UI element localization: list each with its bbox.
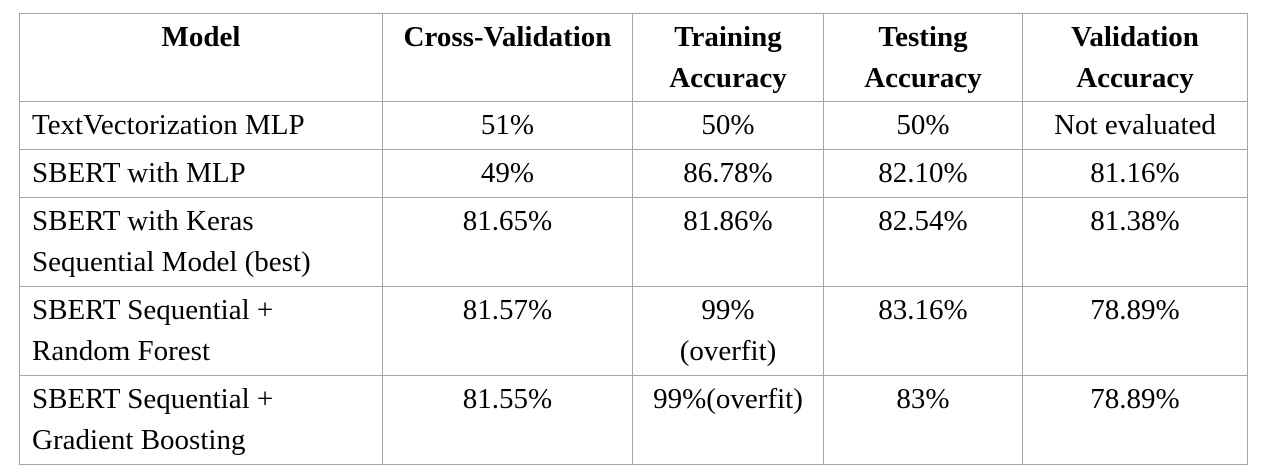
cell-training-accuracy: 99%(overfit) bbox=[632, 375, 824, 465]
header-cross-validation: Cross-Validation bbox=[382, 13, 633, 102]
cell-validation-accuracy: 78.89% bbox=[1022, 286, 1248, 376]
cell-testing-accuracy: 82.10% bbox=[823, 149, 1023, 198]
header-model: Model bbox=[19, 13, 383, 102]
cell-model: SBERT Sequential + Random Forest bbox=[19, 286, 383, 376]
cell-validation-accuracy: 81.38% bbox=[1022, 197, 1248, 287]
cell-training-accuracy: 81.86% bbox=[632, 197, 824, 287]
cell-testing-accuracy: 50% bbox=[823, 101, 1023, 150]
cell-cross-validation: 81.57% bbox=[382, 286, 633, 376]
cell-validation-accuracy: 78.89% bbox=[1022, 375, 1248, 465]
header-testing-accuracy: Testing Accuracy bbox=[823, 13, 1023, 102]
header-row: Model Cross-Validation Training Accuracy… bbox=[19, 13, 1248, 102]
table-row: SBERT Sequential + Random Forest 81.57% … bbox=[19, 286, 1248, 376]
table-row: SBERT with MLP 49% 86.78% 82.10% 81.16% bbox=[19, 149, 1248, 198]
header-validation-accuracy: Validation Accuracy bbox=[1022, 13, 1248, 102]
cell-testing-accuracy: 83% bbox=[823, 375, 1023, 465]
cell-testing-accuracy: 83.16% bbox=[823, 286, 1023, 376]
header-training-accuracy: Training Accuracy bbox=[632, 13, 824, 102]
cell-validation-accuracy: Not evaluated bbox=[1022, 101, 1248, 150]
cell-model: SBERT Sequential + Gradient Boosting bbox=[19, 375, 383, 465]
cell-training-accuracy: 86.78% bbox=[632, 149, 824, 198]
cell-validation-accuracy: 81.16% bbox=[1022, 149, 1248, 198]
table-row: SBERT Sequential + Gradient Boosting 81.… bbox=[19, 375, 1248, 465]
cell-cross-validation: 51% bbox=[382, 101, 633, 150]
cell-training-accuracy: 50% bbox=[632, 101, 824, 150]
cell-training-accuracy: 99% (overfit) bbox=[632, 286, 824, 376]
cell-model: SBERT with Keras Sequential Model (best) bbox=[19, 197, 383, 287]
cell-cross-validation: 81.65% bbox=[382, 197, 633, 287]
cell-testing-accuracy: 82.54% bbox=[823, 197, 1023, 287]
cell-cross-validation: 49% bbox=[382, 149, 633, 198]
cell-cross-validation: 81.55% bbox=[382, 375, 633, 465]
cell-model: SBERT with MLP bbox=[19, 149, 383, 198]
cell-model: TextVectorization MLP bbox=[19, 101, 383, 150]
table-row: SBERT with Keras Sequential Model (best)… bbox=[19, 197, 1248, 287]
results-table: Model Cross-Validation Training Accuracy… bbox=[19, 13, 1248, 465]
table-row: TextVectorization MLP 51% 50% 50% Not ev… bbox=[19, 101, 1248, 150]
